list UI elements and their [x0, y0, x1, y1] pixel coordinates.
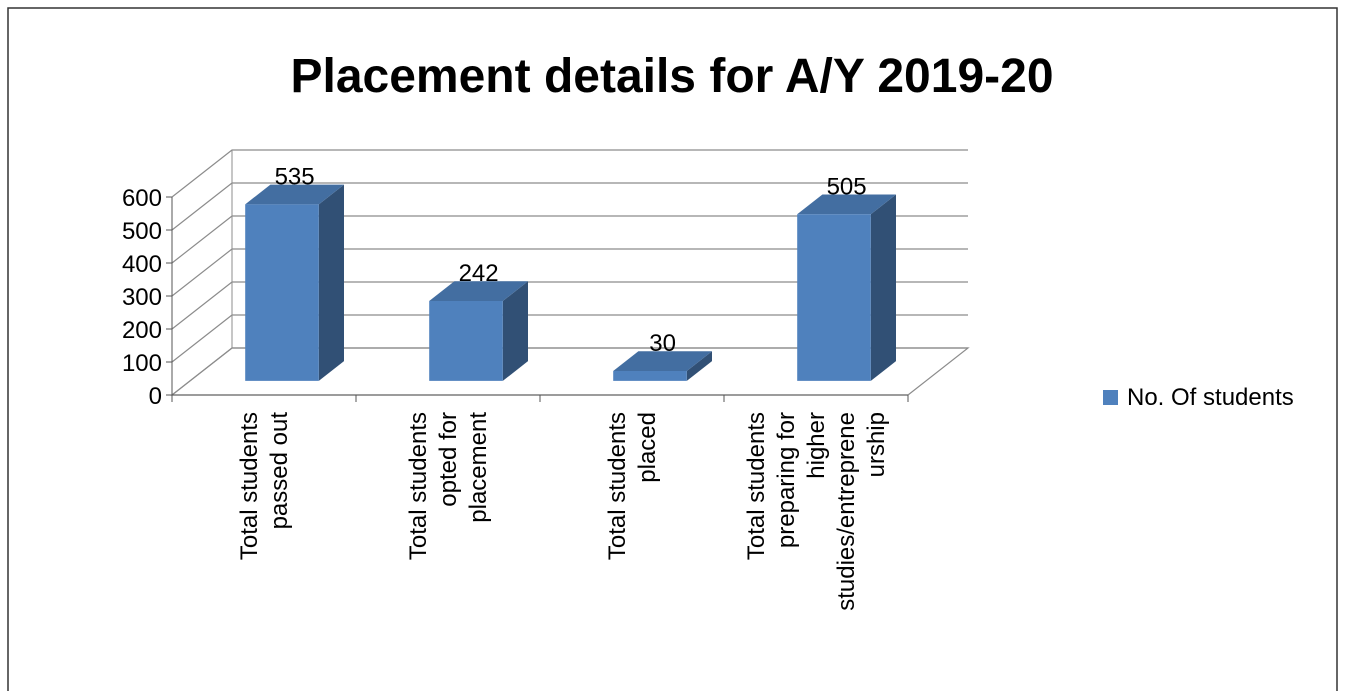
y-tick-label: 200 — [122, 317, 162, 344]
y-tick-label: 400 — [122, 251, 162, 278]
frame — [7, 7, 1338, 691]
data-label: 505 — [827, 173, 867, 200]
bar-side — [870, 194, 896, 381]
x-tick-label-line: opted for — [435, 412, 462, 507]
bar-front — [797, 214, 871, 381]
x-tick-label: Total students opted for placement — [405, 412, 492, 560]
x-tick-label: Total students preparing for higher studies… — [743, 412, 890, 611]
y-tick-label: 300 — [122, 284, 162, 311]
x-tick-label-line: Total students — [236, 412, 263, 560]
data-label: 242 — [459, 260, 499, 287]
x-tick-label-line: placement — [465, 412, 492, 523]
x-tick-label: Total students passed out — [236, 412, 293, 560]
x-tick-label-line: Total students — [743, 412, 770, 560]
bar-front — [429, 301, 503, 381]
bar-top — [797, 194, 896, 215]
legend-swatch — [1103, 390, 1118, 405]
x-tick-label: Total students placed — [604, 412, 661, 560]
bar — [613, 351, 712, 381]
bar-top — [245, 184, 344, 205]
y-tick-label: 600 — [122, 185, 162, 212]
x-tick-label-line: passed out — [266, 412, 293, 530]
x-tick-label-line: urship — [863, 412, 890, 477]
bar-front — [245, 204, 319, 381]
y-tick-label: 0 — [149, 383, 162, 410]
bar-side — [318, 184, 344, 381]
x-tick-label-line: placed — [634, 412, 661, 483]
bar-side — [686, 351, 712, 381]
bar — [797, 194, 896, 381]
y-tick-label: 100 — [122, 350, 162, 377]
legend-label: No. Of students — [1127, 384, 1294, 411]
x-tick-label-line: studies/entreprene — [833, 412, 860, 611]
chart-title: Placement details for A/Y 2019-20 — [290, 50, 1053, 103]
bar-front — [613, 371, 687, 381]
data-label: 535 — [275, 163, 315, 190]
bar-top — [613, 351, 712, 371]
x-tick-label-line: higher — [803, 412, 830, 479]
bar — [245, 184, 344, 381]
bar-top — [429, 281, 528, 302]
x-tick-label-line: Total students — [604, 412, 631, 560]
y-tick-label: 500 — [122, 218, 162, 245]
x-tick-label-line: Total students — [405, 412, 432, 560]
data-label: 30 — [649, 330, 676, 357]
x-tick-label-line: preparing for — [773, 412, 800, 548]
bar-side — [502, 281, 528, 381]
bar — [429, 281, 528, 381]
